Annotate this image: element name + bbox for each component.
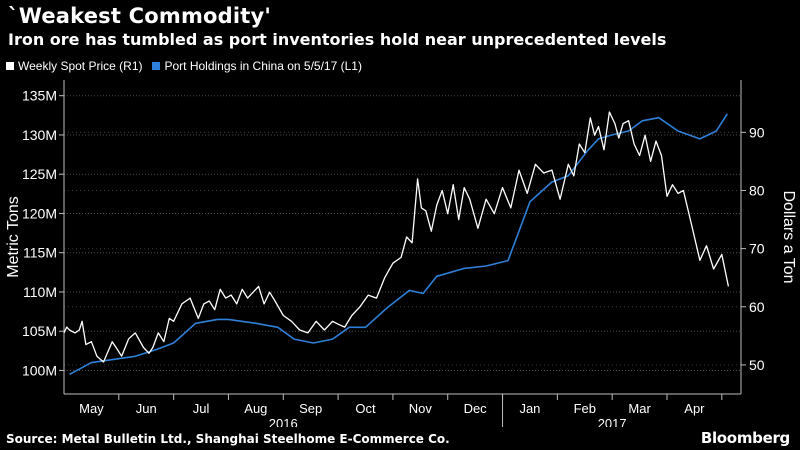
axes <box>59 80 746 427</box>
month-label: Oct <box>355 401 376 416</box>
source-note: Source: Metal Bulletin Ltd., Shanghai St… <box>6 432 450 446</box>
left-tick-label: 115M <box>23 245 57 261</box>
left-tick-label: 135M <box>22 88 57 104</box>
gridlines <box>64 95 741 371</box>
left-tick-label: 125M <box>22 166 57 182</box>
right-tick-label: 90 <box>749 124 765 140</box>
year-label: 2016 <box>269 416 298 427</box>
legend-label-port-holdings: Port Holdings in China on 5/5/17 (L1) <box>164 59 362 73</box>
left-tick-label: 105M <box>22 323 57 339</box>
series-line-spot-price <box>63 111 730 363</box>
right-tick-label: 80 <box>749 182 765 198</box>
month-label: Dec <box>464 401 488 416</box>
series-line-port-holdings <box>69 113 728 376</box>
left-tick-label: 130M <box>22 127 57 143</box>
axis-labels: 100M 105M 110M 115M 120M 125M 130M 135M 50 60 70 80… <box>5 88 797 427</box>
legend-label-spot-price: Weekly Spot Price (R1) <box>18 59 143 73</box>
y-axis-title-right: Dollars a Ton <box>780 190 797 283</box>
left-tick-label: 100M <box>22 362 57 378</box>
month-label: Jun <box>136 401 157 416</box>
line-chart: 100M 105M 110M 115M 120M 125M 130M 135M 50 60 70 80… <box>5 80 797 427</box>
legend-swatch-spot-price <box>6 62 14 70</box>
month-label: Jan <box>519 401 540 416</box>
month-label: Nov <box>409 401 433 416</box>
right-tick-label: 60 <box>749 299 765 315</box>
month-label: Sep <box>299 401 322 416</box>
y-axis-title-left: Metric Tons <box>5 196 22 278</box>
legend-item-spot-price: Weekly Spot Price (R1) <box>6 59 142 73</box>
chart-subtitle: Iron ore has tumbled as port inventories… <box>8 30 667 49</box>
bloomberg-logo: Bloomberg <box>700 429 790 447</box>
legend-item-port-holdings: Port Holdings in China on 5/5/17 (L1) <box>152 59 362 73</box>
left-tick-label: 120M <box>22 205 57 221</box>
year-label: 2017 <box>598 416 627 427</box>
month-label: Apr <box>684 401 705 416</box>
series-group <box>63 111 730 376</box>
month-label: Jul <box>193 401 210 416</box>
chart-title: `Weakest Commodity' <box>8 4 272 28</box>
legend: Weekly Spot Price (R1) Port Holdings in … <box>6 58 372 74</box>
month-label: May <box>79 401 104 416</box>
footer: Source: Metal Bulletin Ltd., Shanghai St… <box>0 427 800 450</box>
month-label: Feb <box>574 401 596 416</box>
month-label: Mar <box>628 401 651 416</box>
left-tick-label: 110M <box>23 284 57 300</box>
right-tick-label: 70 <box>749 241 765 257</box>
right-tick-label: 50 <box>749 357 765 373</box>
legend-swatch-port-holdings <box>152 62 161 70</box>
month-label: Aug <box>244 401 267 416</box>
